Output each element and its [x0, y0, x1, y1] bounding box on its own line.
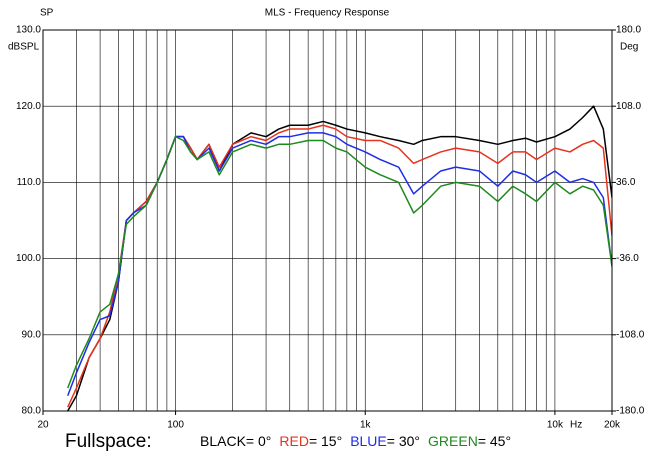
y-axis-label: dBSPL: [8, 42, 40, 53]
corner-label: SP: [40, 8, 54, 19]
legend-name: GREEN: [428, 433, 478, 449]
y2-tick-label: 36.0: [616, 177, 636, 188]
y2-tick-label: -180.0: [616, 406, 645, 417]
y-tick-label: 120.0: [16, 101, 41, 112]
legend-name: RED: [279, 433, 309, 449]
y2-tick-label: -108.0: [616, 329, 645, 340]
y-tick-label: 80.0: [22, 406, 42, 417]
y-tick-label: 130.0: [16, 25, 41, 36]
y-tick-label: 110.0: [17, 177, 42, 188]
x-tick-label: 20: [37, 420, 49, 431]
legend: BLACK= 0° RED= 15° BLUE= 30° GREEN= 45°: [200, 433, 511, 449]
plot-area: [67, 105, 612, 411]
y-tick-label: 90.0: [22, 329, 42, 340]
legend-title: Fullspace:: [65, 431, 152, 452]
series-line: [67, 132, 612, 397]
legend-angle: = 30°: [387, 433, 420, 449]
y2-tick-label: 180.0: [616, 25, 641, 36]
x-tick-label: 10k: [547, 420, 564, 431]
chart-title: MLS - Frequency Response: [265, 8, 390, 19]
y-tick-label: 100.0: [16, 253, 41, 264]
legend-angle: = 0°: [246, 433, 271, 449]
x-tick-label: 20k: [604, 420, 621, 431]
y2-tick-label: 108.0: [616, 101, 641, 112]
x-tick-label: 1k: [360, 420, 372, 431]
plot-frame: [42, 29, 613, 412]
legend-name: BLACK: [200, 433, 247, 449]
legend-name: BLUE: [350, 433, 387, 449]
series-line: [67, 135, 612, 389]
legend-angle: = 15°: [309, 433, 342, 449]
x-unit-label: Hz: [570, 420, 582, 431]
y2-tick-label: -36.0: [616, 253, 639, 264]
y2-axis-label: Deg: [620, 42, 638, 53]
legend-angle: = 45°: [478, 433, 511, 449]
x-tick-label: 100: [167, 420, 184, 431]
